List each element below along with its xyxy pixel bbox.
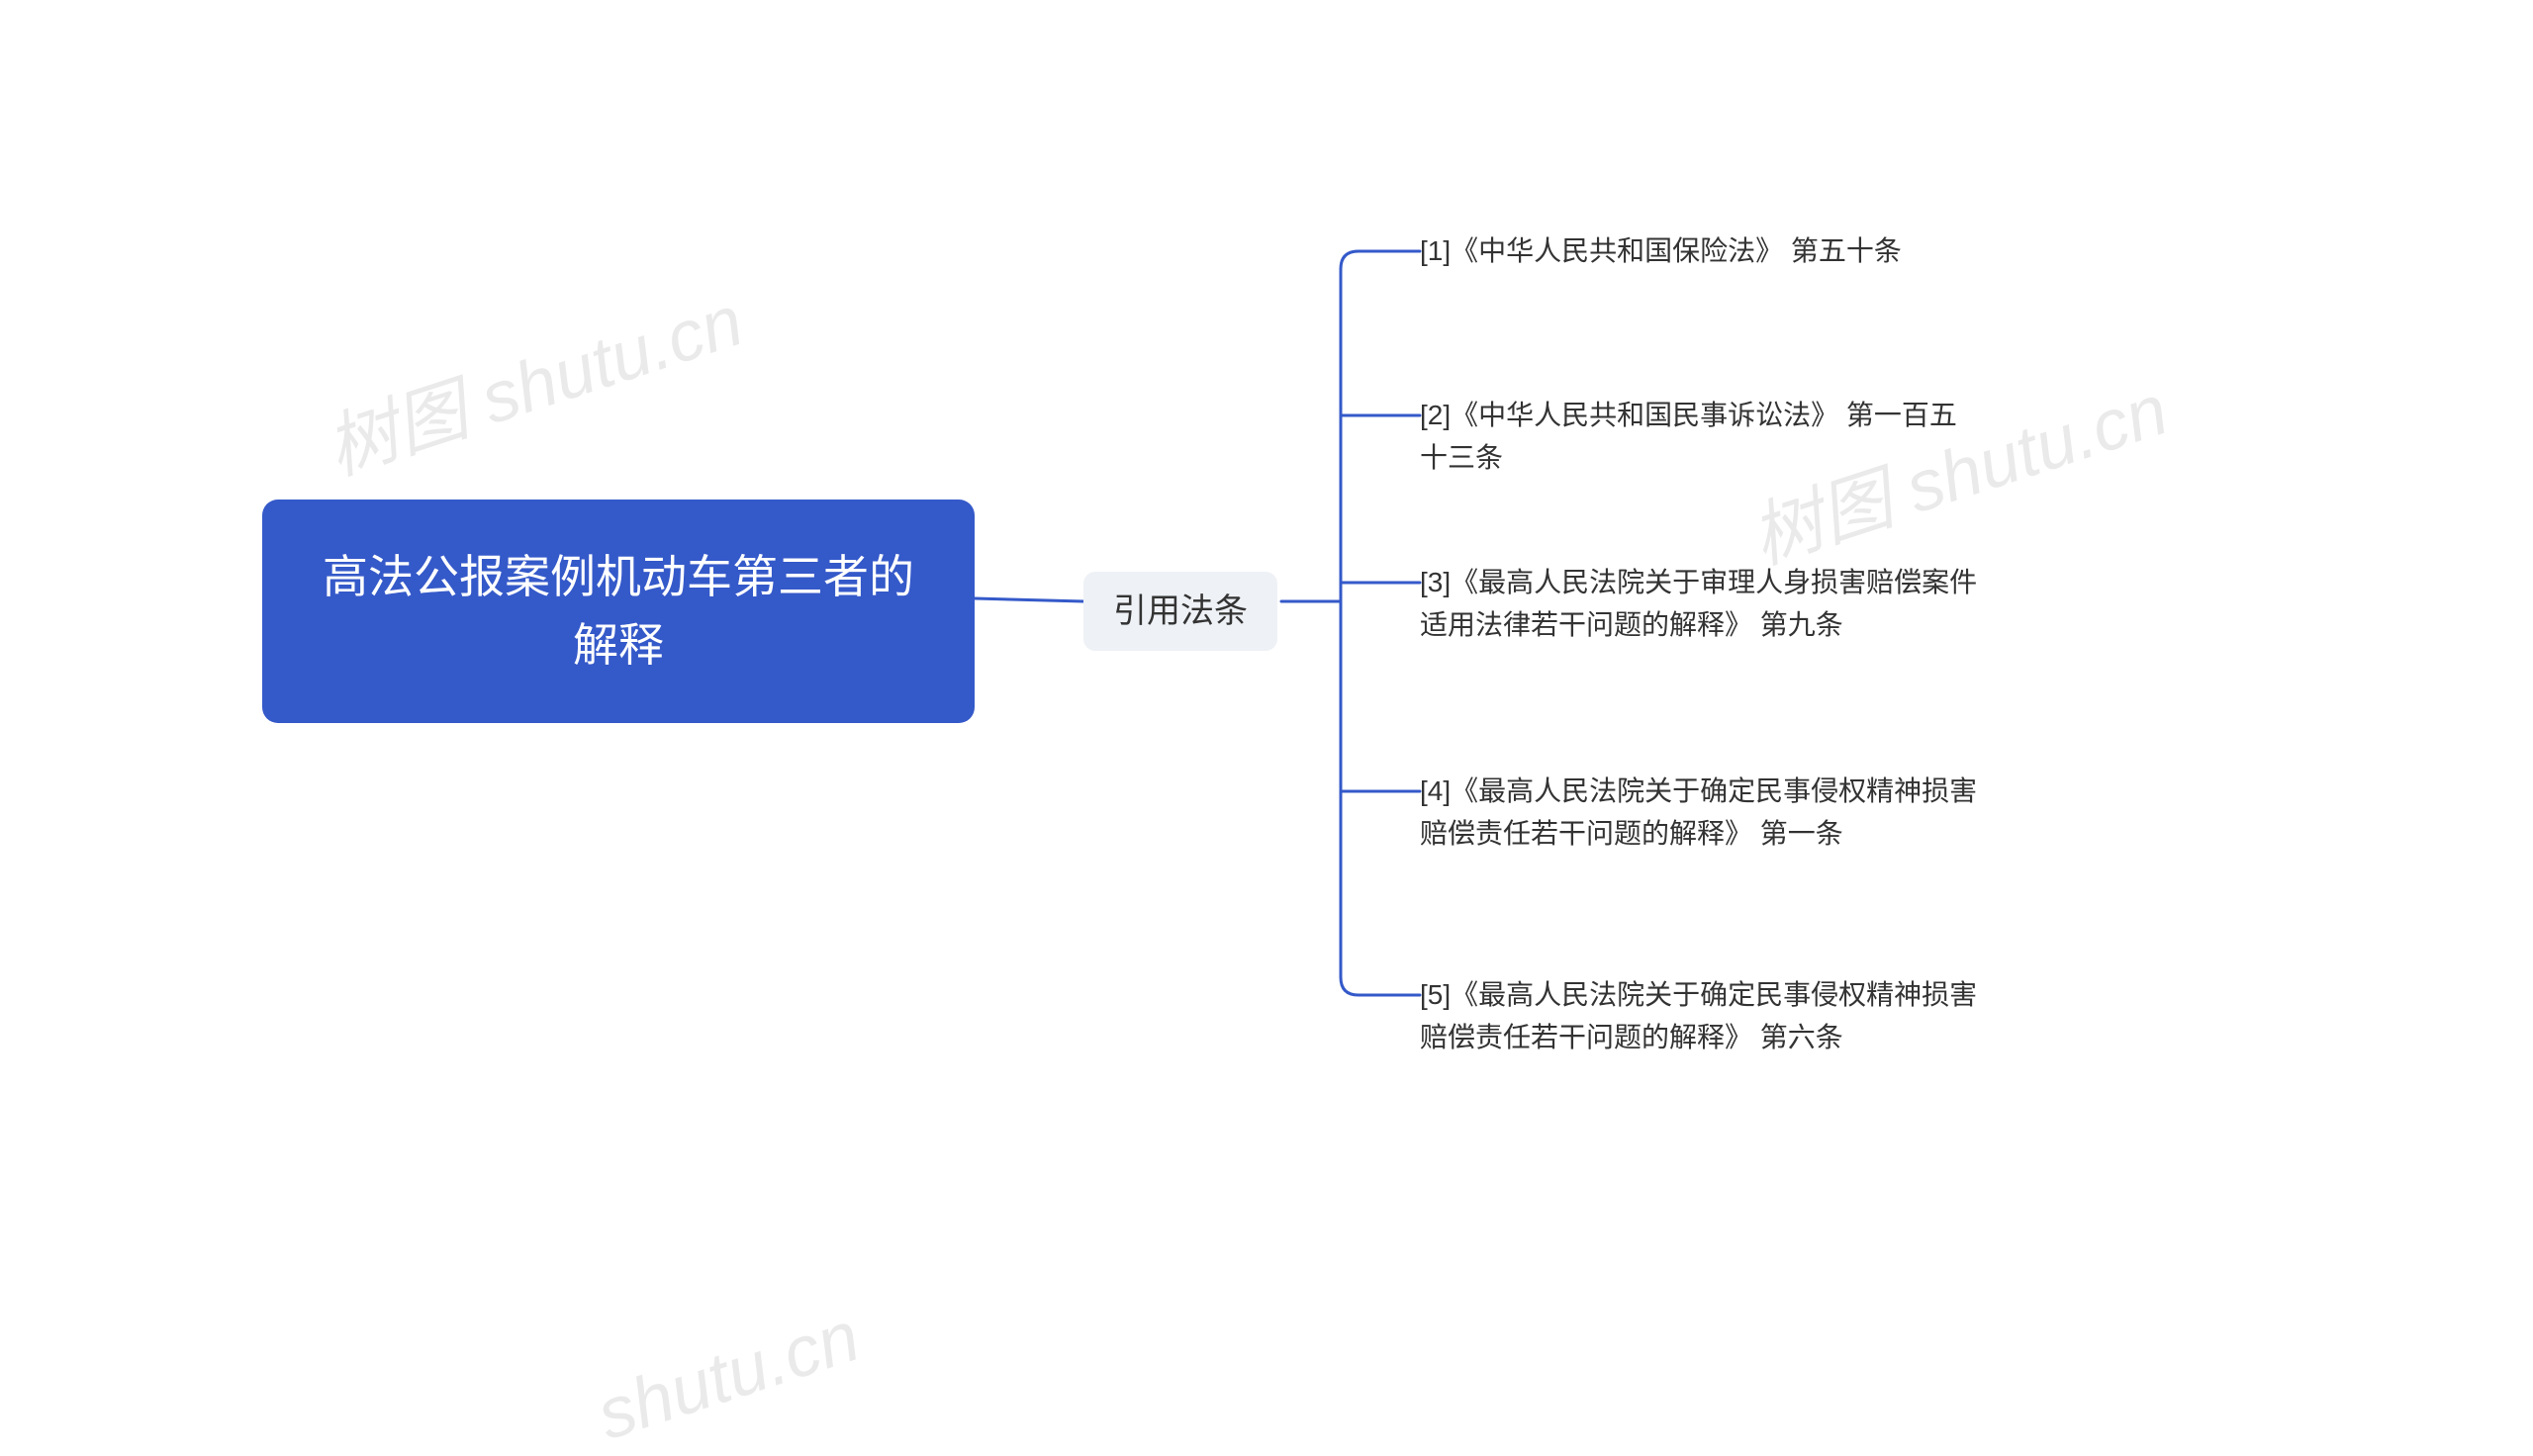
connector xyxy=(1341,251,1420,269)
leaf-node[interactable]: [3]《最高人民法院关于审理人身损害赔偿案件适用法律若干问题的解释》 第九条 xyxy=(1420,561,1984,647)
mindmap-canvas: 高法公报案例机动车第三者的解释 引用法条 [1]《中华人民共和国保险法》 第五十… xyxy=(0,0,2533,1390)
leaf-node[interactable]: [2]《中华人民共和国民事诉讼法》 第一百五十三条 xyxy=(1420,394,1984,480)
watermark: shutu.cn xyxy=(588,1296,869,1456)
watermark: 树图 shutu.cn xyxy=(311,262,753,495)
leaf-node[interactable]: [4]《最高人民法院关于确定民事侵权精神损害赔偿责任若干问题的解释》 第一条 xyxy=(1420,770,1984,856)
connector xyxy=(975,598,1083,601)
connector xyxy=(1341,977,1420,995)
leaf-node[interactable]: [1]《中华人民共和国保险法》 第五十条 xyxy=(1420,229,1984,272)
category-node[interactable]: 引用法条 xyxy=(1083,572,1277,651)
leaf-node[interactable]: [5]《最高人民法院关于确定民事侵权精神损害赔偿责任若干问题的解释》 第六条 xyxy=(1420,973,1984,1059)
root-node[interactable]: 高法公报案例机动车第三者的解释 xyxy=(262,500,975,723)
